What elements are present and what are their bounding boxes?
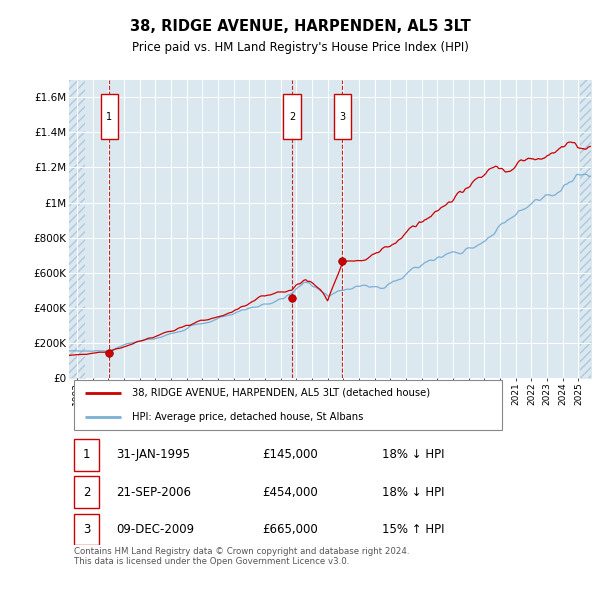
Text: 1: 1 xyxy=(83,448,91,461)
FancyBboxPatch shape xyxy=(74,476,99,508)
Text: 38, RIDGE AVENUE, HARPENDEN, AL5 3LT (detached house): 38, RIDGE AVENUE, HARPENDEN, AL5 3LT (de… xyxy=(131,388,430,398)
Text: HPI: Average price, detached house, St Albans: HPI: Average price, detached house, St A… xyxy=(131,412,363,422)
Text: Price paid vs. HM Land Registry's House Price Index (HPI): Price paid vs. HM Land Registry's House … xyxy=(131,41,469,54)
Text: £145,000: £145,000 xyxy=(262,448,318,461)
Text: 2: 2 xyxy=(83,486,91,499)
Bar xyxy=(334,94,351,139)
Text: 21-SEP-2006: 21-SEP-2006 xyxy=(116,486,191,499)
Text: 3: 3 xyxy=(83,523,91,536)
FancyBboxPatch shape xyxy=(74,381,502,430)
FancyBboxPatch shape xyxy=(74,514,99,545)
Text: 31-JAN-1995: 31-JAN-1995 xyxy=(116,448,190,461)
Text: 3: 3 xyxy=(339,112,345,122)
Text: 2: 2 xyxy=(289,112,295,122)
Text: Contains HM Land Registry data © Crown copyright and database right 2024.
This d: Contains HM Land Registry data © Crown c… xyxy=(74,547,410,566)
Text: 18% ↓ HPI: 18% ↓ HPI xyxy=(382,448,445,461)
Text: 15% ↑ HPI: 15% ↑ HPI xyxy=(382,523,445,536)
Bar xyxy=(101,94,118,139)
Text: £665,000: £665,000 xyxy=(262,523,318,536)
Text: £454,000: £454,000 xyxy=(262,486,318,499)
FancyBboxPatch shape xyxy=(74,439,99,470)
Text: 1: 1 xyxy=(106,112,113,122)
Bar xyxy=(283,94,301,139)
Text: 18% ↓ HPI: 18% ↓ HPI xyxy=(382,486,445,499)
Text: 38, RIDGE AVENUE, HARPENDEN, AL5 3LT: 38, RIDGE AVENUE, HARPENDEN, AL5 3LT xyxy=(130,19,470,34)
Text: 09-DEC-2009: 09-DEC-2009 xyxy=(116,523,194,536)
